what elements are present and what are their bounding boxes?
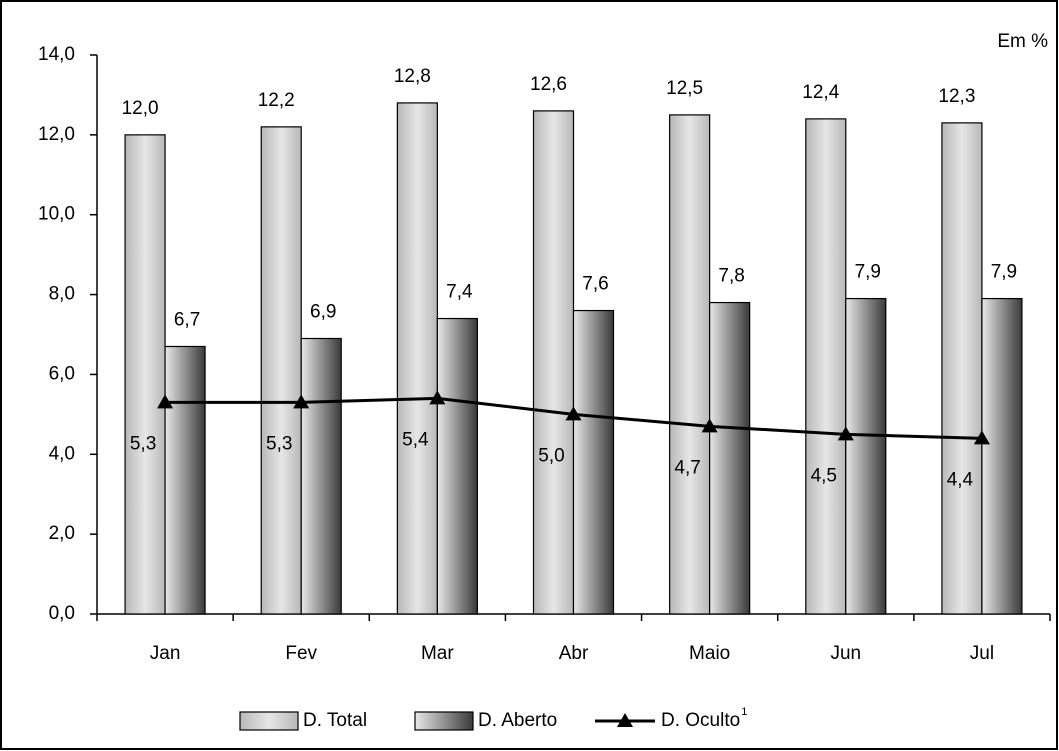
value-label: 12,6: [530, 74, 567, 95]
bar: [572, 309, 615, 615]
y-tick-label: 2,0: [49, 523, 75, 544]
bar: [805, 118, 847, 615]
bar: [436, 317, 478, 615]
value-label: 4,5: [811, 465, 837, 486]
y-tick-label: 14,0: [38, 44, 75, 65]
value-label: 6,9: [310, 302, 336, 323]
value-label: 7,8: [718, 266, 744, 287]
value-label: 5,0: [538, 445, 564, 466]
marker: [973, 430, 990, 445]
bar: [300, 337, 342, 615]
legend-swatch: [414, 711, 474, 731]
value-label: 6,7: [174, 309, 200, 330]
value-label: 12,2: [258, 90, 295, 111]
legend-label: D. Oculto: [661, 710, 740, 731]
unit-label: Em %: [997, 31, 1048, 52]
value-label: 4,7: [674, 457, 700, 478]
bar: [124, 134, 166, 615]
value-label: 12,3: [938, 86, 975, 107]
x-tick-label: Jun: [830, 643, 861, 664]
bar: [396, 102, 438, 615]
legend-label: D. Total: [303, 710, 367, 731]
legend-label: D. Aberto: [478, 710, 557, 731]
y-tick-label: 12,0: [38, 124, 75, 145]
value-label: 7,9: [855, 262, 881, 283]
y-tick-label: 8,0: [49, 284, 75, 305]
marker: [157, 394, 174, 409]
bar: [941, 122, 983, 615]
bar: [532, 110, 575, 615]
value-label: 7,9: [991, 262, 1017, 283]
value-label: 5,4: [402, 429, 429, 450]
bar: [669, 114, 711, 615]
marker: [293, 394, 310, 409]
value-label: 12,0: [122, 98, 159, 119]
bar: [709, 301, 751, 615]
x-tick-label: Jan: [150, 643, 181, 664]
x-tick-label: Mar: [421, 643, 454, 664]
marker: [429, 390, 446, 405]
marker: [701, 418, 718, 433]
legend-marker: [617, 713, 633, 727]
x-tick-label: Fev: [285, 643, 317, 664]
bar: [981, 297, 1023, 615]
value-label: 12,5: [666, 78, 703, 99]
x-tick-label: Jul: [970, 643, 994, 664]
value-label: 7,6: [582, 274, 608, 295]
bar: [164, 345, 206, 615]
value-label: 5,3: [130, 433, 156, 454]
y-tick-label: 0,0: [49, 603, 75, 624]
y-tick-label: 6,0: [49, 363, 75, 384]
marker: [837, 426, 854, 441]
value-label: 5,3: [266, 433, 292, 454]
value-label: 12,8: [394, 66, 431, 87]
legend-superscript: 1: [741, 706, 747, 718]
legend-swatch: [239, 711, 299, 731]
value-label: 12,4: [802, 82, 839, 103]
x-tick-label: Abr: [559, 643, 589, 664]
y-tick-label: 10,0: [38, 204, 75, 225]
marker: [565, 406, 582, 421]
x-tick-label: Maio: [689, 643, 730, 664]
value-label: 4,4: [947, 469, 974, 490]
bar: [845, 297, 887, 615]
bar: [260, 126, 302, 615]
value-label: 7,4: [446, 282, 473, 303]
y-tick-label: 4,0: [49, 443, 75, 464]
